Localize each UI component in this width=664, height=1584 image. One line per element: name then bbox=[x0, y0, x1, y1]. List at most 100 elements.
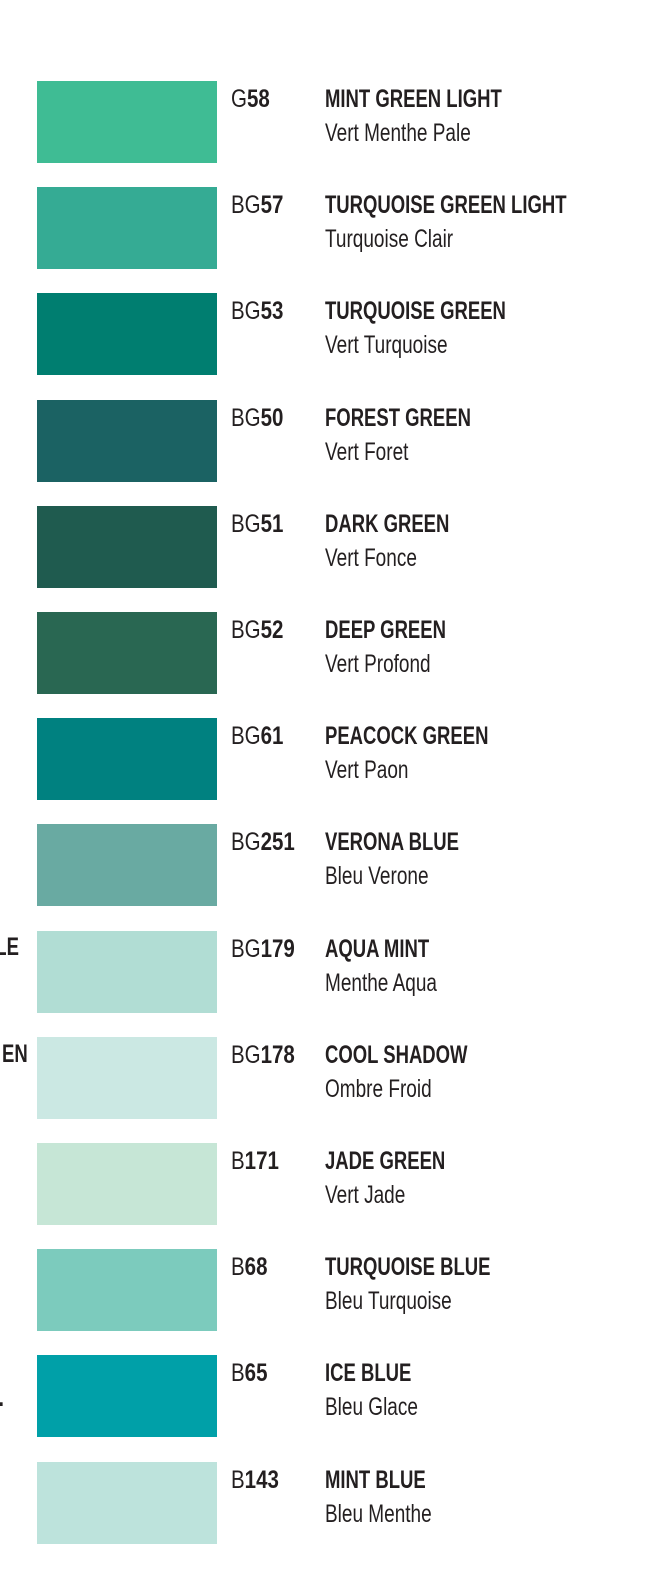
color-code: BG52 bbox=[231, 616, 283, 645]
color-code: BG179 bbox=[231, 935, 295, 964]
color-swatch bbox=[37, 399, 217, 482]
color-name-french: Menthe Aqua bbox=[325, 968, 437, 997]
code-number: 251 bbox=[260, 828, 295, 857]
swatch-row: B68 TURQUOISE BLUE Bleu Turquoise bbox=[0, 1249, 664, 1332]
swatch-row: BG61 PEACOCK GREEN Vert Paon bbox=[0, 718, 664, 801]
color-swatch bbox=[37, 1143, 217, 1225]
swatch-row: B65 ICE BLUE Bleu Glace bbox=[0, 1355, 664, 1438]
color-swatch bbox=[37, 505, 217, 588]
color-name-french: Bleu Glace bbox=[325, 1393, 418, 1422]
code-prefix: BG bbox=[231, 191, 261, 220]
color-code: G58 bbox=[231, 85, 270, 114]
color-code: B65 bbox=[231, 1359, 267, 1388]
code-prefix: BG bbox=[231, 509, 261, 538]
color-name: TURQUOISE BLUE bbox=[325, 1253, 491, 1282]
color-name-french: Vert Menthe Pale bbox=[325, 119, 471, 147]
color-name: DEEP GREEN bbox=[325, 616, 446, 644]
swatch-row: BG178 COOL SHADOW Ombre Froid bbox=[0, 1036, 664, 1119]
code-prefix: B bbox=[231, 1147, 245, 1175]
code-number: 143 bbox=[244, 1465, 279, 1494]
color-swatch bbox=[37, 1461, 217, 1544]
code-number: 65 bbox=[244, 1359, 268, 1388]
color-code: BG53 bbox=[231, 297, 283, 326]
color-swatch bbox=[37, 1355, 217, 1438]
color-name: DARK GREEN bbox=[325, 509, 450, 538]
swatch-row: BG57 TURQUOISE GREEN LIGHT Turquoise Cla… bbox=[0, 187, 664, 270]
color-name-french: Bleu Menthe bbox=[325, 1499, 432, 1528]
cut-off-text: EN bbox=[2, 1040, 28, 1068]
code-number: 171 bbox=[244, 1147, 279, 1175]
code-prefix: BG bbox=[231, 297, 261, 326]
color-name-french: Vert Fonce bbox=[325, 543, 417, 572]
code-number: 53 bbox=[260, 297, 284, 326]
color-name: TURQUOISE GREEN bbox=[325, 297, 506, 326]
color-swatch bbox=[37, 930, 217, 1013]
color-swatch bbox=[37, 1249, 217, 1332]
code-prefix: B bbox=[231, 1253, 245, 1282]
color-code: BG57 bbox=[231, 191, 283, 220]
color-name-french: Turquoise Clair bbox=[325, 225, 454, 254]
color-swatch bbox=[37, 824, 217, 907]
code-prefix: B bbox=[231, 1465, 245, 1494]
color-name: MINT BLUE bbox=[325, 1465, 426, 1494]
color-name-french: Ombre Froid bbox=[325, 1074, 432, 1103]
code-number: 68 bbox=[244, 1253, 268, 1282]
color-name: VERONA BLUE bbox=[325, 828, 459, 857]
color-name: TURQUOISE GREEN LIGHT bbox=[325, 191, 567, 220]
code-number: 61 bbox=[260, 722, 284, 751]
code-number: 52 bbox=[260, 616, 284, 644]
color-name: PEACOCK GREEN bbox=[325, 722, 489, 751]
color-code: B171 bbox=[231, 1147, 279, 1176]
color-code: BG178 bbox=[231, 1041, 295, 1070]
color-name-french: Vert Profond bbox=[325, 650, 431, 678]
color-name-french: Vert Jade bbox=[325, 1181, 406, 1209]
color-swatch bbox=[37, 187, 217, 270]
code-prefix: G bbox=[231, 85, 247, 113]
code-prefix: BG bbox=[231, 934, 261, 963]
swatch-row: BG50 FOREST GREEN Vert Foret bbox=[0, 399, 664, 482]
swatch-row: G58 MINT GREEN LIGHT Vert Menthe Pale bbox=[0, 81, 664, 163]
color-swatch bbox=[37, 718, 217, 801]
code-prefix: BG bbox=[231, 722, 261, 751]
color-code: B143 bbox=[231, 1466, 279, 1495]
color-name: AQUA MINT bbox=[325, 934, 430, 963]
swatch-row: BG179 AQUA MINT Menthe Aqua bbox=[0, 930, 664, 1013]
code-number: 179 bbox=[260, 934, 295, 963]
color-name-french: Bleu Turquoise bbox=[325, 1287, 452, 1316]
color-swatch bbox=[37, 1036, 217, 1119]
color-swatch bbox=[37, 612, 217, 694]
code-number: 50 bbox=[260, 403, 284, 432]
color-swatch bbox=[37, 81, 217, 163]
swatch-row: BG51 DARK GREEN Vert Fonce bbox=[0, 505, 664, 588]
code-number: 58 bbox=[246, 85, 270, 113]
color-code: BG61 bbox=[231, 722, 283, 751]
color-name-french: Bleu Verone bbox=[325, 862, 429, 891]
color-code: B68 bbox=[231, 1253, 267, 1282]
color-code: BG50 bbox=[231, 404, 283, 433]
color-name: COOL SHADOW bbox=[325, 1040, 468, 1069]
code-prefix: BG bbox=[231, 828, 261, 857]
color-name: MINT GREEN LIGHT bbox=[325, 85, 502, 113]
color-swatch bbox=[37, 293, 217, 376]
swatch-row: BG53 TURQUOISE GREEN Vert Turquoise bbox=[0, 293, 664, 376]
color-name-french: Vert Paon bbox=[325, 756, 409, 785]
color-code: BG251 bbox=[231, 828, 295, 857]
color-name-french: Vert Turquoise bbox=[325, 331, 448, 360]
color-name-french: Vert Foret bbox=[325, 437, 409, 466]
code-number: 57 bbox=[260, 191, 284, 220]
swatch-row: BG251 VERONA BLUE Bleu Verone bbox=[0, 824, 664, 907]
color-name: FOREST GREEN bbox=[325, 403, 471, 432]
swatch-row: BG52 DEEP GREEN Vert Profond bbox=[0, 612, 664, 694]
code-number: 51 bbox=[260, 509, 284, 538]
swatch-row: B171 JADE GREEN Vert Jade bbox=[0, 1143, 664, 1225]
code-prefix: BG bbox=[231, 1040, 261, 1069]
cut-off-text: LE bbox=[0, 933, 19, 961]
code-number: 178 bbox=[260, 1040, 295, 1069]
code-prefix: B bbox=[231, 1359, 245, 1388]
cut-off-text: . bbox=[0, 1384, 4, 1413]
code-prefix: BG bbox=[231, 403, 261, 432]
swatch-row: B143 MINT BLUE Bleu Menthe bbox=[0, 1461, 664, 1544]
color-code: BG51 bbox=[231, 510, 283, 539]
code-prefix: BG bbox=[231, 616, 261, 644]
color-name: JADE GREEN bbox=[325, 1147, 446, 1175]
